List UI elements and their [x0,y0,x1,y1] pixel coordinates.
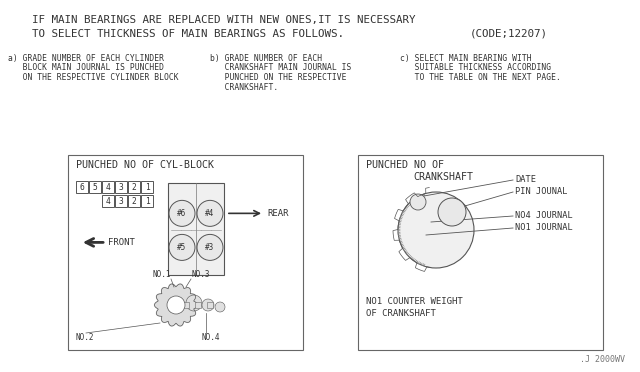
Text: 1: 1 [145,196,149,205]
Text: NO1 JOURNAL: NO1 JOURNAL [515,224,573,232]
Text: TO SELECT THICKNESS OF MAIN BEARINGS AS FOLLOWS.: TO SELECT THICKNESS OF MAIN BEARINGS AS … [32,29,344,39]
Text: PUNCHED ON THE RESPECTIVE: PUNCHED ON THE RESPECTIVE [210,73,346,82]
Text: NO.3: NO.3 [191,270,209,279]
Text: #6: #6 [177,209,187,218]
Text: .J 2000WV: .J 2000WV [580,355,625,364]
Circle shape [410,194,426,210]
Text: 2: 2 [132,196,136,205]
Text: 5: 5 [93,183,97,192]
Text: c) SELECT MAIN BEARING WITH: c) SELECT MAIN BEARING WITH [400,54,532,63]
Text: FRONT: FRONT [108,238,135,247]
Text: NO1 COUNTER WEIGHT: NO1 COUNTER WEIGHT [366,298,463,307]
Text: OF CRANKSHAFT: OF CRANKSHAFT [366,310,436,318]
Circle shape [202,299,214,311]
Bar [68,155,303,350]
Text: 1: 1 [145,183,149,192]
Bar [141,181,153,193]
Text: 3: 3 [118,196,124,205]
Text: IF MAIN BEARINGS ARE REPLACED WITH NEW ONES,IT IS NECESSARY: IF MAIN BEARINGS ARE REPLACED WITH NEW O… [32,15,415,25]
Bar [128,181,140,193]
Text: a) GRADE NUMBER OF EACH CYLINDER: a) GRADE NUMBER OF EACH CYLINDER [8,54,164,63]
Bar [115,181,127,193]
Bar [141,195,153,207]
Bar [128,195,140,207]
Polygon shape [154,284,198,326]
Circle shape [186,295,202,311]
Circle shape [169,201,195,226]
Text: NO.1: NO.1 [152,270,171,279]
Text: NO4 JOURNAL: NO4 JOURNAL [515,212,573,221]
Text: 4: 4 [106,183,111,192]
Text: DATE: DATE [515,176,536,185]
Circle shape [169,234,195,260]
Circle shape [438,198,466,226]
Bar [183,302,189,308]
Text: BLOCK MAIN JOURNAL IS PUNCHED: BLOCK MAIN JOURNAL IS PUNCHED [8,64,164,73]
Circle shape [398,192,474,268]
Text: TO THE TABLE ON THE NEXT PAGE.: TO THE TABLE ON THE NEXT PAGE. [400,73,561,82]
Bar [102,181,114,193]
Text: PUNCHED NO OF: PUNCHED NO OF [366,160,444,170]
Bar [76,181,88,193]
Bar [102,195,114,207]
Text: CRANKSHAFT MAIN JOURNAL IS: CRANKSHAFT MAIN JOURNAL IS [210,64,351,73]
Text: REAR: REAR [267,209,289,218]
Text: (CODE;12207): (CODE;12207) [470,29,548,39]
Text: SUITABLE THICKNESS ACCORDING: SUITABLE THICKNESS ACCORDING [400,64,551,73]
Text: CRANKSHAFT: CRANKSHAFT [413,172,473,182]
Text: NO.2: NO.2 [76,333,95,342]
Text: b) GRADE NUMBER OF EACH: b) GRADE NUMBER OF EACH [210,54,322,63]
Text: 3: 3 [118,183,124,192]
Bar [168,183,224,275]
Text: NO.4: NO.4 [201,333,220,342]
Text: #4: #4 [205,209,214,218]
Text: ON THE RESPECTIVE CYLINDER BLOCK: ON THE RESPECTIVE CYLINDER BLOCK [8,73,179,82]
Bar [89,181,101,193]
Bar [115,195,127,207]
Bar [358,155,603,350]
Text: 4: 4 [106,196,111,205]
Circle shape [215,302,225,312]
Text: PIN JOUNAL: PIN JOUNAL [515,187,568,196]
Text: #3: #3 [205,243,214,252]
Text: CRANKSHAFT.: CRANKSHAFT. [210,83,278,92]
Circle shape [167,296,185,314]
Text: 2: 2 [132,183,136,192]
Circle shape [197,201,223,226]
Text: PUNCHED NO OF CYL-BLOCK: PUNCHED NO OF CYL-BLOCK [76,160,214,170]
Text: 6: 6 [79,183,84,192]
Text: #5: #5 [177,243,187,252]
Bar [207,302,213,308]
Circle shape [197,234,223,260]
Bar [195,302,201,308]
